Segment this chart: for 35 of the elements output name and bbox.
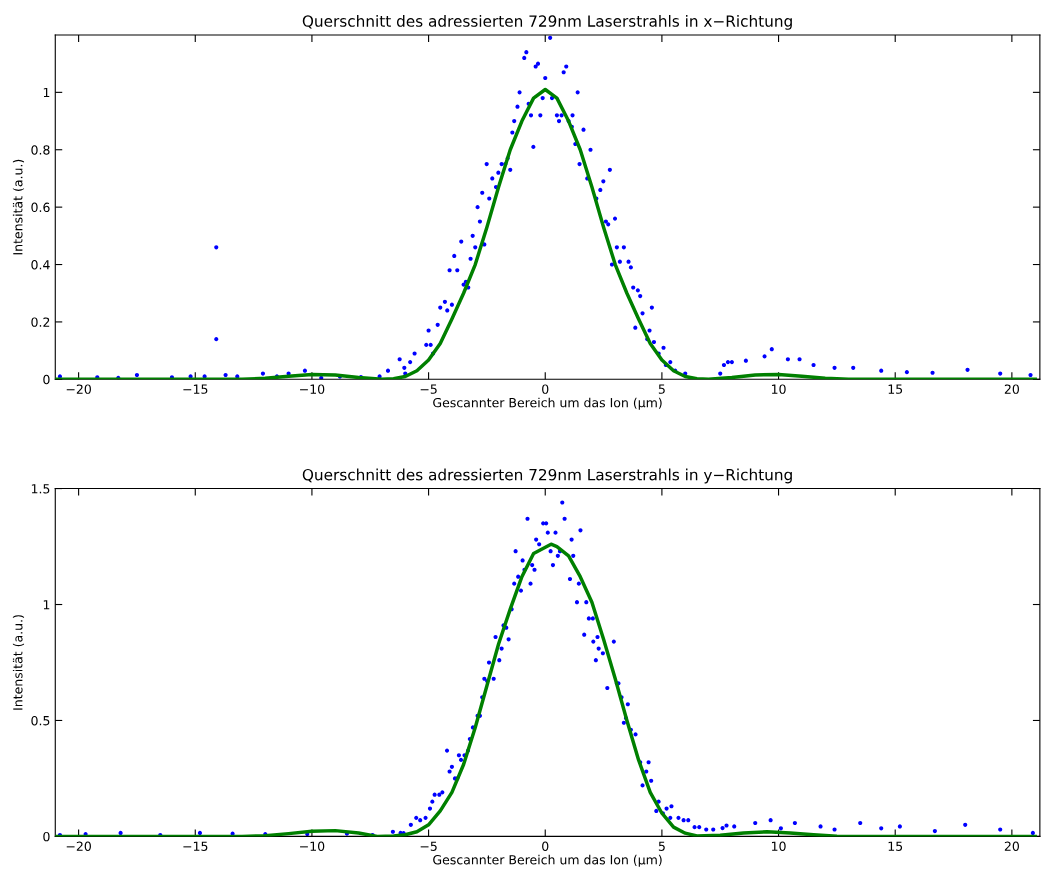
y-tick-label: 1.5 xyxy=(31,484,50,494)
line-series xyxy=(55,87,1037,380)
x-tick-label: 5 xyxy=(658,384,665,394)
x-axis-title: Gescannter Bereich um das Ion (µm) xyxy=(433,397,662,410)
y-tick-label: 0 xyxy=(43,374,50,385)
x-tick-label: −5 xyxy=(420,384,437,394)
x-tick-label: −10 xyxy=(300,841,325,851)
x-tick-label: −5 xyxy=(420,841,437,851)
x-tick-label: 0 xyxy=(542,384,549,394)
x-tick-label: 10 xyxy=(771,841,786,851)
x-tick-label: 15 xyxy=(888,841,903,851)
y-tick-label: 0.8 xyxy=(31,145,50,155)
y-tick-label: 0 xyxy=(43,831,50,842)
y-tick-label: 0.6 xyxy=(31,202,50,213)
y-tick-label: 1 xyxy=(43,87,50,98)
x-tick-label: −20 xyxy=(66,841,91,851)
y-tick-label: 1 xyxy=(43,600,50,610)
x-tick-label: 20 xyxy=(1004,384,1019,394)
y-tick-label: 0.4 xyxy=(31,260,50,270)
x-tick-label: 20 xyxy=(1004,841,1019,851)
y-axis-title: Intensität (a.u.) xyxy=(12,615,25,710)
x-tick-label: −15 xyxy=(183,841,208,851)
x-tick-label: 10 xyxy=(771,384,786,394)
y-axis-title: Intensität (a.u.) xyxy=(12,159,25,255)
y-tick-label: 0.2 xyxy=(31,317,50,327)
x-tick-label: 5 xyxy=(658,841,665,851)
chart-title: Querschnitt des adressierten 729nm Laserstrahls in y−Richtung xyxy=(302,468,792,484)
x-tick-label: 0 xyxy=(542,841,549,851)
x-tick-label: −10 xyxy=(300,384,325,394)
y-tick-label: 0.5 xyxy=(31,715,50,726)
x-tick-label: 15 xyxy=(888,384,903,394)
chart-title: Querschnitt des adressierten 729nm Laserstrahls in x−Richtung xyxy=(302,15,792,30)
x-tick-label: −15 xyxy=(183,384,208,394)
x-axis-title: Gescannter Bereich um das Ion (µm) xyxy=(433,854,662,867)
x-tick-label: −20 xyxy=(66,384,91,394)
